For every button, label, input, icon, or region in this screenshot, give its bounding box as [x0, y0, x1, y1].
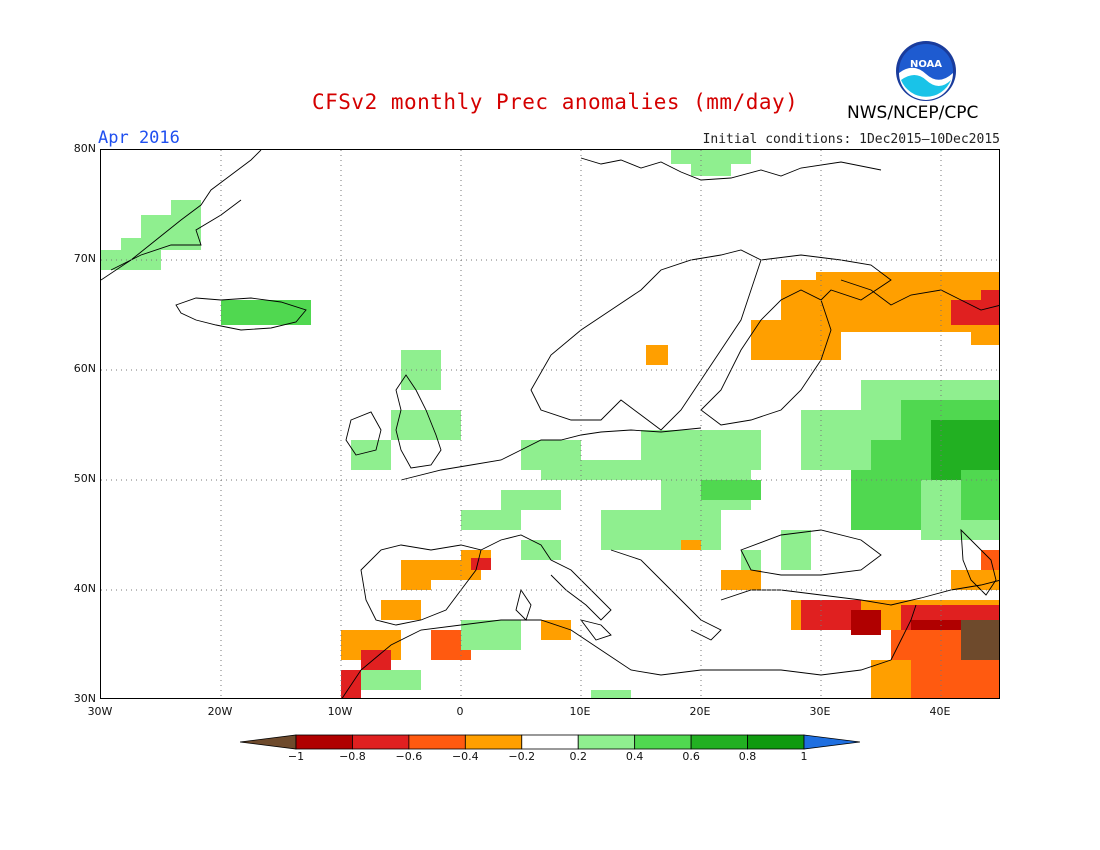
- noaa-logo-icon: NOAA: [896, 41, 956, 101]
- lon-tick-label: 20E: [689, 705, 711, 718]
- colorbar-label: −0.4: [451, 750, 479, 763]
- valid-month-label: Apr 2016: [98, 128, 180, 148]
- lat-tick-label: 80N: [73, 142, 96, 155]
- lon-tick-label: 30W: [87, 705, 113, 718]
- chart-title: CFSv2 monthly Prec anomalies (mm/day): [312, 90, 799, 114]
- lon-tick-label: 30E: [809, 705, 831, 718]
- colorbar-swatch: [408, 734, 466, 750]
- lon-tick-label: 10E: [569, 705, 591, 718]
- graticule: [101, 150, 999, 698]
- colorbar-swatch: [747, 734, 805, 750]
- colorbar-swatch: [521, 734, 579, 750]
- agency-label: NWS/NCEP/CPC: [847, 103, 979, 123]
- colorbar-label: −1: [287, 750, 305, 763]
- initial-conditions-label: Initial conditions: 1Dec2015—10Dec2015: [702, 132, 1000, 147]
- lon-tick-label: 40E: [929, 705, 951, 718]
- colorbar-label: 1: [800, 750, 808, 763]
- svg-text:NOAA: NOAA: [910, 59, 942, 70]
- lat-tick-label: 70N: [73, 252, 96, 265]
- colorbar-swatch: [577, 734, 636, 750]
- colorbar-label: 0.6: [682, 750, 700, 763]
- anomaly-cells: [101, 150, 999, 698]
- colorbar-swatch: [634, 734, 692, 750]
- lon-tick-label: 0: [456, 705, 464, 718]
- colorbar: [240, 734, 860, 750]
- coastlines: [101, 150, 999, 698]
- colorbar-low-extend: [240, 734, 297, 750]
- colorbar-swatch: [690, 734, 748, 750]
- lat-tick-label: 60N: [73, 362, 96, 375]
- colorbar-swatch: [352, 734, 410, 750]
- colorbar-swatch: [295, 734, 353, 750]
- colorbar-label: −0.2: [508, 750, 536, 763]
- lon-tick-label: 10W: [327, 705, 353, 718]
- colorbar-high-extend: [803, 734, 860, 750]
- colorbar-label: 0.4: [625, 750, 644, 763]
- colorbar-swatch: [464, 734, 523, 750]
- lat-tick-label: 30N: [73, 692, 96, 705]
- colorbar-label: −0.6: [395, 750, 423, 763]
- lat-tick-label: 50N: [73, 472, 96, 485]
- precip-anomaly-map: [100, 149, 1000, 699]
- colorbar-label: 0.8: [738, 750, 757, 763]
- colorbar-label: 0.2: [569, 750, 587, 763]
- lon-tick-label: 20W: [207, 705, 233, 718]
- colorbar-label: −0.8: [339, 750, 366, 763]
- lat-tick-label: 40N: [73, 582, 96, 595]
